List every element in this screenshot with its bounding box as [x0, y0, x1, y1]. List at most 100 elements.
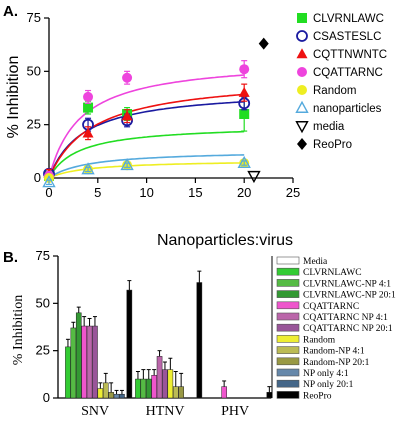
y-tick-label: 0 — [43, 390, 50, 405]
legend-entry-label: Random — [303, 335, 336, 345]
bar — [135, 378, 141, 399]
legend-swatch — [276, 312, 300, 321]
category-label: HTNV — [146, 404, 185, 419]
y-tick-label: 0 — [34, 170, 41, 185]
bar — [178, 386, 184, 399]
y-tick-label: 50 — [27, 63, 41, 78]
bar — [113, 393, 120, 399]
legend-entry-label: ReoPro — [303, 391, 332, 401]
x-tick-label: 5 — [94, 185, 101, 200]
legend-entry-label: CQATTARNC NP 4:1 — [303, 313, 388, 323]
fit-curve — [48, 162, 245, 179]
x-tick-label: 10 — [139, 185, 153, 200]
data-point — [247, 170, 261, 184]
bar — [70, 327, 77, 399]
data-point — [297, 67, 307, 77]
bar — [196, 282, 203, 399]
bar — [145, 378, 152, 399]
y-tick-label: 75 — [36, 248, 50, 263]
legend-entry-label: CLVRNLAWC-NP 20:1 — [303, 291, 396, 301]
y-tick-label: 75 — [27, 10, 41, 25]
legend-entry-label: CLVRNLAWC-NP 4:1 — [303, 279, 391, 289]
category-label: PHV — [221, 404, 249, 419]
legend-swatch — [276, 323, 300, 332]
legend-entry-label: NP only 4:1 — [303, 369, 349, 379]
legend-entry-label: ReoPro — [313, 139, 352, 151]
data-point — [297, 138, 307, 150]
legend-entry-label: CLVRNLAWC — [313, 13, 384, 25]
fit-curve — [48, 130, 245, 179]
legend-entry-label: Random-NP 20:1 — [303, 358, 370, 368]
panel-b-label: B. — [3, 249, 18, 266]
data-point — [258, 37, 269, 50]
data-point — [297, 85, 307, 95]
bar — [86, 325, 93, 399]
data-point — [296, 30, 308, 42]
x-tick-label: 20 — [237, 185, 251, 200]
panel-a-ylabel: % Inhibition — [5, 56, 22, 139]
panel-b-plot: 0 25 50 75 SNV HTNV PHV — [36, 248, 273, 419]
bar — [75, 312, 82, 399]
legend-swatch — [276, 335, 300, 343]
bar — [172, 386, 179, 399]
y-tick-label: 50 — [36, 295, 50, 310]
data-point — [83, 91, 94, 102]
y-tick-label: 25 — [36, 343, 50, 358]
panel-a-plot: 0 25 50 75 0 5 10 15 20 25 — [27, 10, 301, 200]
y-tick-label: 25 — [27, 117, 41, 132]
panel-a-legend: CLVRNLAWC CSASTESLC CQTTNWNTC CQATTARNC Rand… — [295, 13, 387, 151]
legend-swatch — [276, 357, 300, 366]
bar — [97, 388, 104, 399]
bar — [266, 392, 273, 399]
data-point — [237, 155, 251, 169]
legend-entry-label: CLVRNLAWC — [303, 268, 362, 278]
bar — [151, 375, 157, 399]
bar — [162, 369, 168, 399]
legend-swatch — [276, 267, 300, 276]
legend-entry-label: CSASTESLC — [313, 31, 381, 43]
legend-swatch — [276, 346, 300, 354]
legend-entry-label: CQATTARNC — [313, 67, 383, 79]
legend-entry-label: CQATTARNC NP 20:1 — [303, 324, 393, 334]
x-tick-label: 25 — [286, 185, 300, 200]
data-point — [295, 100, 309, 113]
category-label: SNV — [81, 404, 109, 419]
bar — [156, 356, 163, 399]
legend-swatch — [276, 368, 300, 377]
legend-entry-label: Random-NP 4:1 — [303, 347, 365, 357]
legend-swatch — [276, 379, 300, 388]
fit-curve — [48, 154, 245, 179]
fit-curve — [48, 93, 245, 178]
data-point — [81, 162, 95, 175]
bar — [140, 378, 147, 399]
x-tick-label: 0 — [45, 185, 52, 200]
bar — [221, 386, 227, 399]
legend-entry-label: media — [313, 121, 345, 133]
bar — [108, 392, 114, 399]
panel-b-ylabel: % Inhibition — [11, 295, 26, 365]
data-point — [238, 86, 250, 97]
data-point — [239, 64, 250, 75]
bar — [126, 289, 133, 399]
legend-swatch — [276, 391, 300, 399]
legend-swatch — [276, 279, 300, 287]
legend-swatch — [276, 290, 300, 298]
data-point — [295, 121, 309, 134]
bar — [102, 382, 109, 399]
bar — [65, 346, 71, 399]
data-point — [83, 102, 94, 113]
data-point — [122, 72, 133, 83]
data-point — [120, 157, 134, 171]
bar — [167, 369, 174, 399]
data-point — [121, 110, 133, 121]
legend-entry-label: Random — [313, 85, 356, 97]
fit-curve — [48, 74, 245, 178]
legend-swatch — [276, 301, 300, 310]
panel-a-xlabel: Nanoparticles:virus — [157, 232, 293, 249]
legend-entry-label: NP only 20:1 — [303, 380, 354, 390]
legend-swatch — [276, 256, 300, 265]
legend-entry-label: CQATTARNC — [303, 302, 359, 312]
data-point — [82, 127, 94, 138]
